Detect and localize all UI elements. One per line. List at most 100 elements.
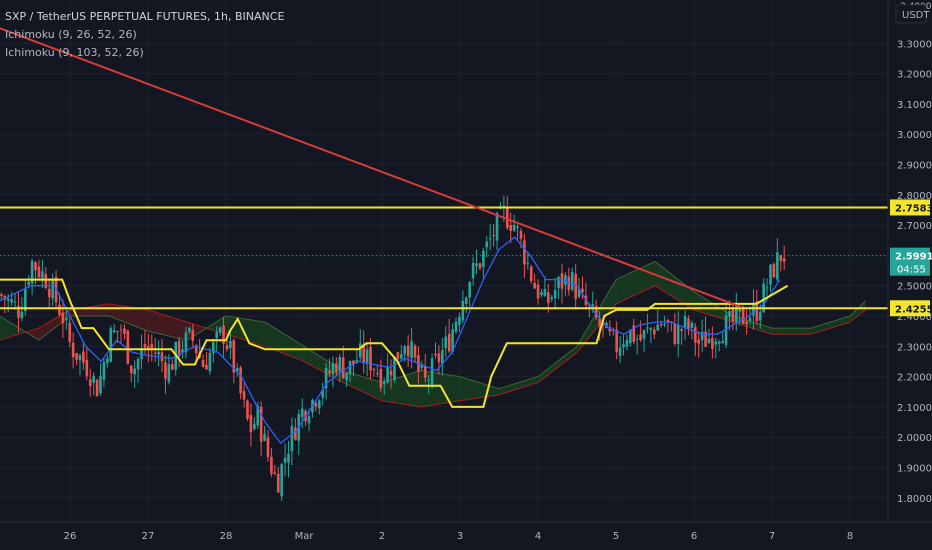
candle-body [112,330,116,333]
candle-body [591,303,595,307]
candle-body [547,292,550,303]
candle-body [509,224,513,231]
candle-body [444,336,448,348]
candle-body [512,224,516,231]
candle-body [663,323,666,325]
candle-body [430,358,434,385]
candle-body [533,282,536,289]
candle-body [249,414,253,433]
candle-body [345,372,348,381]
candle-body [423,366,427,378]
candle-body [23,289,27,312]
candle-body [41,271,44,279]
candle-body [215,331,219,339]
candle-body [229,340,232,349]
candle-body [20,311,24,319]
candle-body [167,364,171,382]
candle-body [270,456,273,474]
candle-body [188,328,191,332]
candle-body [755,301,759,322]
candle-body [629,329,632,344]
candle-body [123,328,126,334]
x-tick-label: Mar [295,531,315,542]
x-tick-label: 7 [769,531,775,542]
candle-body [447,333,451,352]
candle-body [307,416,311,424]
level-price-label: 2.7583 [895,203,932,214]
candle-body [314,403,318,407]
candle-body [724,315,728,346]
x-tick-label: 2 [379,531,385,542]
symbol-title[interactable]: SXP / TetherUS PERPETUAL FUTURES, 1h, BI… [5,10,285,23]
candle-body [451,329,454,353]
level-price-tag [890,199,930,216]
currency-badge[interactable] [895,4,927,24]
candle-body [321,389,324,398]
candle-body [393,356,396,380]
candle-body [191,330,195,341]
x-tick-label: 6 [691,531,697,542]
candle-body [594,306,598,318]
candle-body [581,288,584,293]
candle-body [687,318,690,329]
ichimoku-cloud [0,316,28,341]
candle-body [355,360,359,363]
candle-body [208,352,212,372]
candle-body [574,273,577,299]
candle-body [246,400,249,419]
candle-body [331,363,335,375]
candle-body [567,276,571,291]
candle-body [560,273,564,289]
indicator-ichimoku-1[interactable]: Ichimoku (9, 26, 52, 26) [5,28,137,41]
candle-body [34,262,37,271]
candle-body [482,250,485,267]
indicator-ichimoku-2[interactable]: Ichimoku (9, 103, 52, 26) [5,46,144,59]
candle-body [71,342,75,358]
candle-body [680,329,683,331]
candle-body [266,437,270,458]
candle-body [464,297,468,304]
level-price-label: 2.4255 [895,304,932,315]
candle-body [635,338,639,340]
candle-body [478,263,482,269]
x-tick-label: 4 [535,531,541,542]
candle-body [290,425,294,452]
candle-body [379,368,383,388]
chart-legend: SXP / TetherUS PERPETUAL FUTURES, 1h, BI… [5,8,284,62]
candle-body [181,349,184,353]
candle-body [0,294,3,296]
candle-body [201,360,205,367]
candle-body [256,405,260,426]
candle-body [184,332,188,353]
candle-body [30,260,34,284]
x-tick-label: 8 [847,531,853,542]
candle-body [99,375,102,394]
candle-body [317,400,321,409]
candle-body [335,363,338,373]
candle-body [427,379,430,381]
ichimoku-cloud [27,303,207,341]
candle-body [659,324,663,326]
candle-body [772,263,776,278]
candle-body [550,297,554,300]
candle-body [150,343,154,349]
candle-body [263,434,266,441]
candle-body [116,330,119,332]
trendline[interactable] [0,27,742,308]
x-tick-label: 3 [457,531,463,542]
y-tick-label: 3.1000 [897,100,932,111]
candle-body [441,350,444,365]
candle-body [177,340,181,357]
candle-body [95,379,99,397]
candle-body [454,321,458,332]
candle-body [485,241,489,248]
currency-label: USDT [902,10,930,21]
candle-body [253,423,256,430]
candle-body [762,283,765,313]
candle-body [639,334,642,341]
current-price-tag [890,247,930,276]
candle-body [731,307,735,322]
candle-body [461,300,465,321]
